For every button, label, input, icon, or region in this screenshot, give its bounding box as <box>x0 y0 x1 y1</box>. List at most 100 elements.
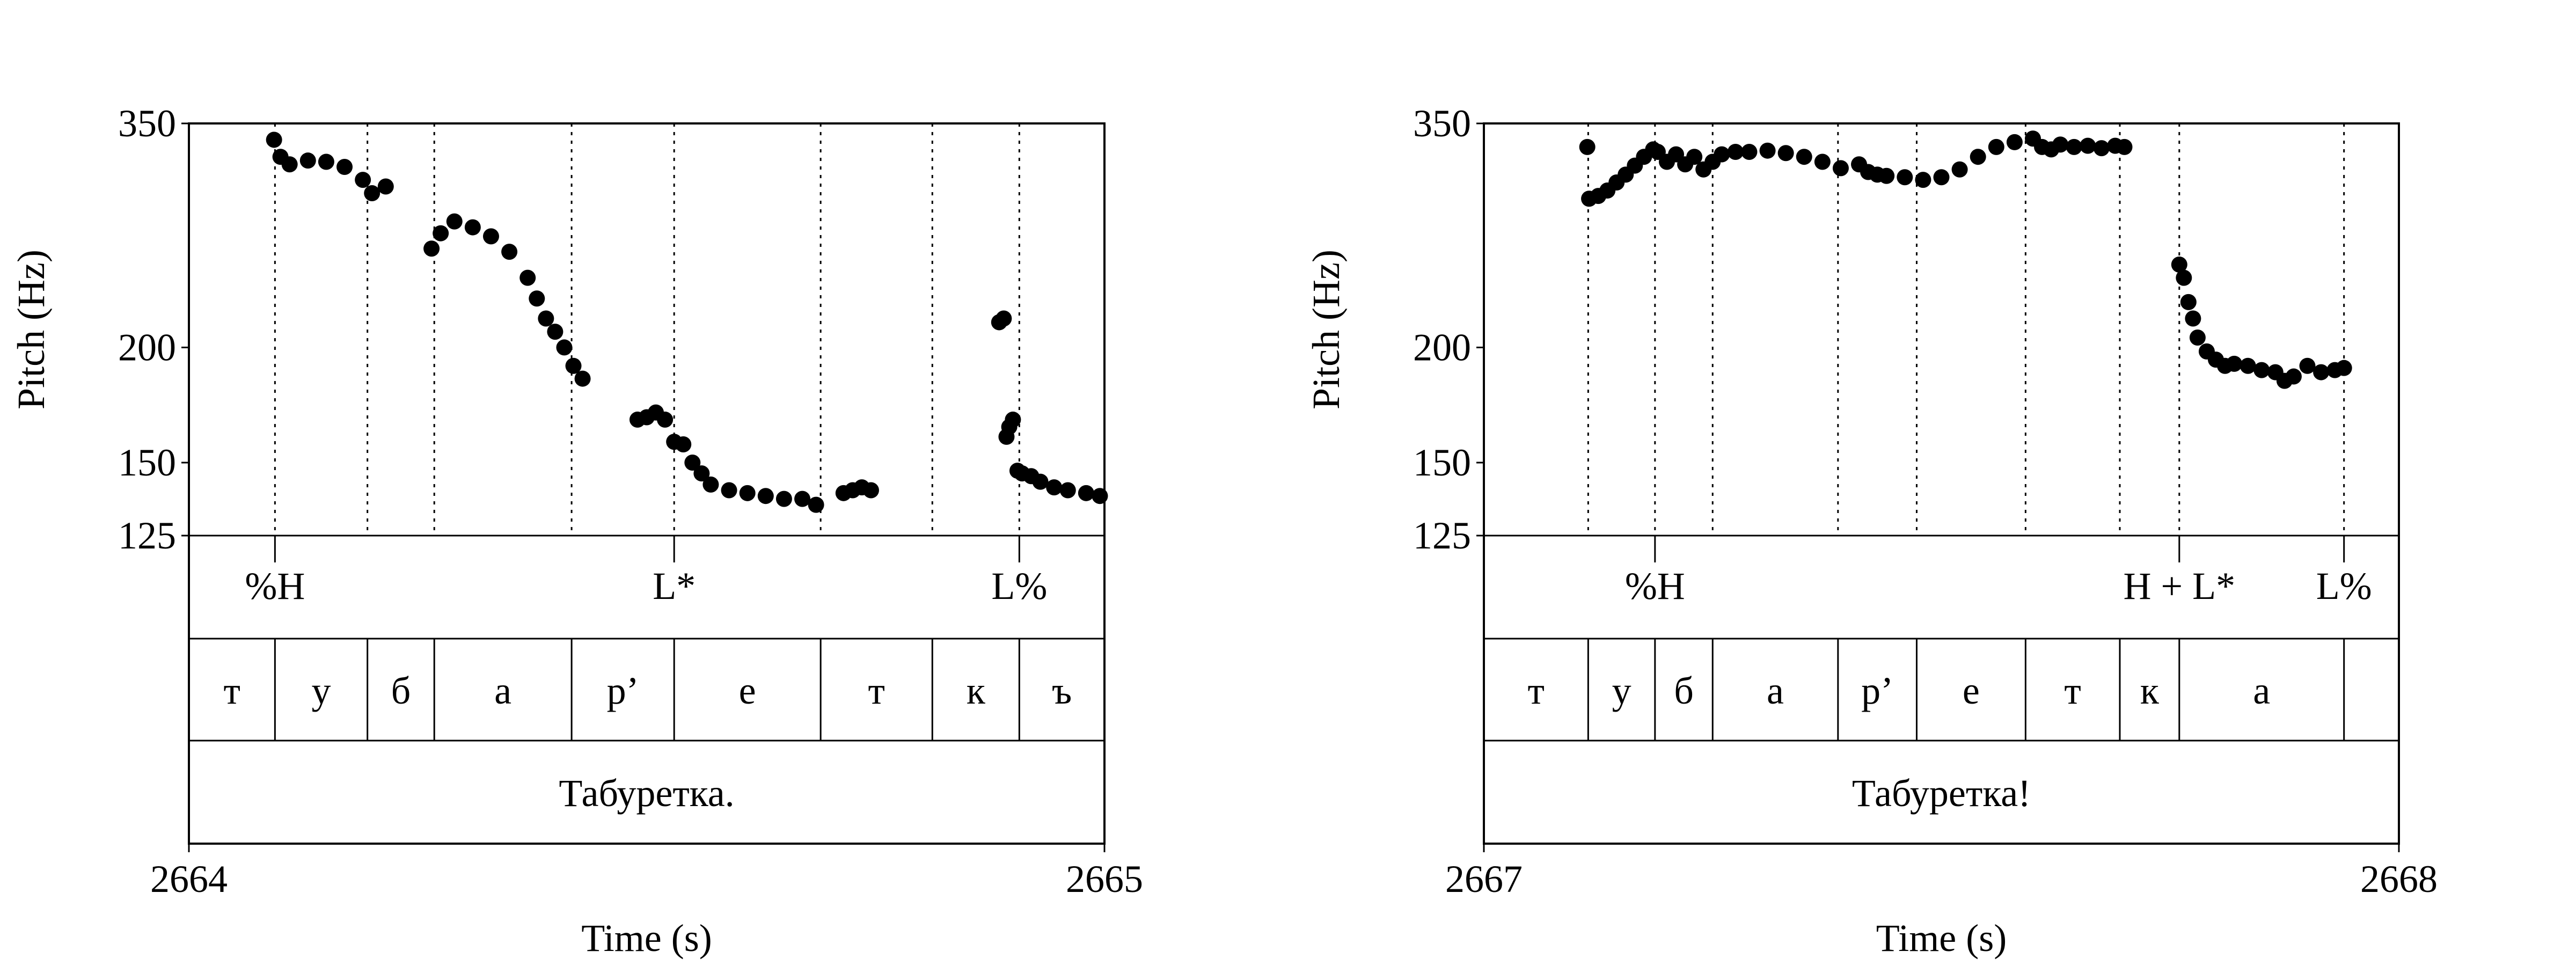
segment-label: а <box>2253 669 2270 712</box>
pitch-point <box>996 310 1012 327</box>
tone-label: L% <box>2316 565 2372 608</box>
pitch-point <box>538 310 554 327</box>
pitch-point <box>1092 488 1108 504</box>
segment-label: р’ <box>1861 669 1893 712</box>
pitch-point <box>377 178 394 195</box>
segment-label: т <box>1527 669 1544 712</box>
y-tick-label: 200 <box>118 326 176 369</box>
pitch-point <box>2116 138 2133 155</box>
segment-label: т <box>2064 669 2081 712</box>
y-axis-label: Pitch (Hz) <box>1305 250 1348 409</box>
pitch-point <box>1686 149 1703 165</box>
panel-right: 125 150 200 350 Pitch (Hz) 2667 2668 Time (s) %H… <box>1305 102 2438 960</box>
pitch-point <box>1005 411 1021 428</box>
tone-label: L* <box>653 565 696 608</box>
pitch-point <box>2253 362 2270 378</box>
y-tick-label: 150 <box>118 441 176 484</box>
tone-label: %H <box>1625 565 1685 608</box>
pitch-point <box>266 131 282 148</box>
pitch-point <box>446 213 463 230</box>
pitch-point <box>2176 269 2192 286</box>
segment-label: т <box>868 669 884 712</box>
pitch-point <box>1759 142 1776 159</box>
y-tick-label: 200 <box>1413 326 1471 369</box>
pitch-point <box>1078 485 1094 501</box>
pitch-point <box>1046 479 1063 496</box>
segment-label: к <box>967 669 986 712</box>
pitch-point <box>2240 357 2256 374</box>
pitch-point <box>364 185 380 202</box>
segment-label: б <box>391 669 411 712</box>
segment-label: т <box>223 669 240 712</box>
pitch-point <box>2080 137 2096 154</box>
x-tick-label: 2667 <box>1445 858 1523 901</box>
pitch-point <box>355 172 371 188</box>
y-tick-label: 350 <box>118 102 176 145</box>
pitch-point <box>2066 138 2082 155</box>
segment-label: р’ <box>607 669 639 712</box>
pitch-point <box>739 485 756 501</box>
pitch-point <box>1727 143 1744 160</box>
pitch-point <box>529 290 545 307</box>
pitch-point <box>547 324 564 340</box>
pitch-point <box>501 244 518 260</box>
x-axis-label: Time (s) <box>581 917 712 960</box>
pitch-point <box>2093 140 2110 157</box>
x-tick-label: 2668 <box>2360 858 2438 901</box>
pitch-point <box>2285 368 2302 385</box>
pitch-point <box>2052 136 2069 153</box>
pitch-point <box>482 228 499 245</box>
pitch-point <box>2185 310 2201 327</box>
segment-label: а <box>494 669 511 712</box>
pitch-point <box>1579 138 1596 155</box>
pitch-point <box>1814 153 1831 170</box>
pitch-point <box>519 269 536 286</box>
segment-label: е <box>739 669 756 712</box>
pitch-point <box>299 152 316 169</box>
y-tick-label: 150 <box>1413 441 1471 484</box>
pitch-point <box>1988 138 2004 155</box>
pitch-point <box>2006 134 2023 150</box>
pitch-point <box>693 465 710 482</box>
pitch-point <box>1915 172 1931 188</box>
tone-label: L% <box>991 565 1047 608</box>
word-label: Табуретка. <box>559 772 734 815</box>
segment-label: а <box>1767 669 1784 712</box>
pitch-point <box>862 482 879 499</box>
pitch-point <box>1741 143 1758 160</box>
pitch-point <box>433 225 449 241</box>
pitch-point <box>1032 473 1049 490</box>
segment-label: к <box>2140 669 2160 712</box>
segment-label: у <box>312 669 331 712</box>
pitch-point <box>702 476 719 493</box>
y-axis-label: Pitch (Hz) <box>10 250 53 409</box>
pitch-point <box>1970 149 1986 165</box>
pitch-point <box>684 455 701 471</box>
pitch-point <box>794 491 811 507</box>
pitch-point <box>565 357 582 374</box>
pitch-point <box>2171 257 2187 273</box>
panel-left: 125 150 200 350 Pitch (Hz) 2664 2665 Time (s) %H… <box>10 102 1143 960</box>
pitch-point <box>2180 294 2197 310</box>
pitch-point <box>574 370 591 387</box>
pitch-point <box>775 491 792 507</box>
x-axis-label: Time (s) <box>1876 917 2007 960</box>
pitch-point <box>1897 169 1913 186</box>
pitch-point <box>1777 145 1794 162</box>
pitch-point <box>281 156 298 173</box>
pitch-point <box>2189 330 2206 346</box>
pitch-point <box>2313 364 2330 380</box>
plot-frame <box>1483 122 2400 845</box>
pitch-point <box>1714 146 1730 163</box>
x-tick-label: 2665 <box>1066 858 1143 901</box>
pitch-point <box>1059 482 1076 499</box>
pitch-point <box>336 158 353 175</box>
pitch-point <box>1878 167 1895 184</box>
segment-label: ъ <box>1052 669 1072 712</box>
x-tick-label: 2664 <box>150 858 228 901</box>
pitch-point <box>464 219 481 236</box>
word-label: Табуретка! <box>1852 772 2031 815</box>
pitch-point <box>1832 160 1849 177</box>
tone-label: %H <box>245 565 305 608</box>
